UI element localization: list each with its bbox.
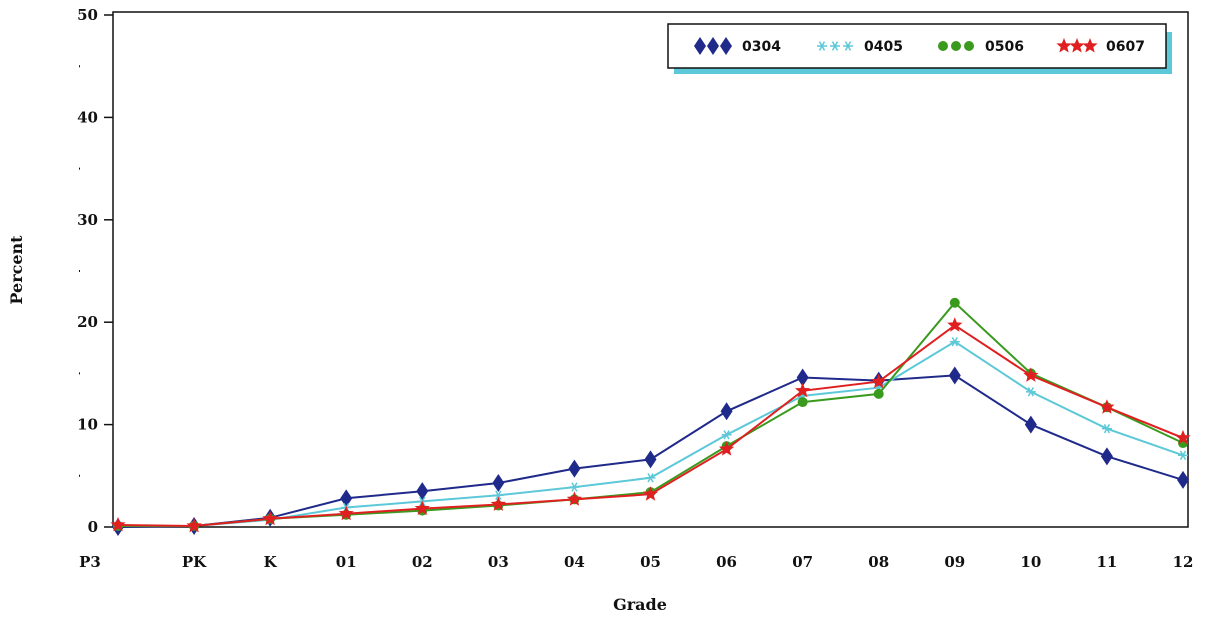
data-point-0607 [262,510,278,526]
x-tick-label: 05 [640,553,661,571]
x-tick-label: 07 [792,553,813,571]
data-point-0405 [1101,423,1112,434]
x-tick-label: 01 [336,553,357,571]
legend-label: 0304 [742,39,781,55]
legend-label: 0506 [985,39,1024,55]
data-point-0405 [569,482,580,492]
legend-label: 0607 [1106,39,1145,55]
x-tick-label: 06 [716,553,737,571]
data-point-0304 [796,368,809,387]
data-point-0607 [1023,367,1039,382]
data-point-0607 [1099,399,1115,414]
x-tick-label: 02 [412,553,433,571]
legend-marker-0506 [951,41,961,51]
legend-marker-0607 [1069,38,1085,53]
data-point-0304 [1177,470,1189,489]
y-tick-label: 40 [77,108,98,126]
data-point-0607 [490,496,506,511]
x-tick-label: P3 [79,553,101,571]
data-point-0304 [568,459,581,478]
x-axis: P3 PK K 01 02 03 04 05 06 07 08 09 10 11 12 [79,553,1193,571]
y-tick-label: 10 [77,416,98,434]
x-tick-label: 12 [1173,553,1194,571]
legend-marker-0506 [938,41,948,51]
data-point-0304 [948,366,961,385]
legend-label: 0405 [864,39,903,55]
data-point-0607 [110,517,126,532]
legend-item-0304: 0304 [694,37,781,55]
legend-marker-0405 [843,41,853,51]
legend-marker-0304 [694,37,706,55]
data-point-0405 [493,490,504,500]
data-point-0607 [947,317,963,332]
x-tick-label: 03 [488,553,509,571]
x-tick-label: PK [182,553,207,571]
series-0607 [110,317,1191,533]
data-point-0607 [186,518,202,533]
legend-marker-0607 [1082,38,1098,53]
legend-marker-0405 [830,41,840,51]
x-tick-label: 04 [564,553,585,571]
data-point-0607 [1175,429,1191,445]
data-point-0405 [1025,387,1036,397]
data-point-0405 [949,336,960,347]
data-point-0304 [416,482,429,501]
legend-marker-0506 [964,41,974,51]
legend-box [667,23,1167,69]
data-point-0607 [414,500,430,515]
data-point-0405 [1178,450,1188,461]
y-axis: 0 10 20 30 40 50 [77,6,113,536]
data-point-0607 [795,382,811,398]
data-point-0304 [720,402,733,421]
legend-item-0405: 0405 [817,39,903,55]
plot-area [112,11,1189,528]
legend-marker-0607 [1056,38,1072,53]
x-tick-label: 11 [1096,553,1117,571]
data-point-0607 [642,486,659,501]
data-point-0304 [340,489,353,508]
y-tick-label: 20 [77,313,98,331]
y-tick-label: 50 [77,6,98,24]
data-point-0506 [949,297,960,308]
y-axis-title: Percent [7,235,26,305]
legend-marker-0304 [707,37,719,55]
data-point-0607 [719,441,735,456]
data-point-0304 [1100,447,1113,466]
data-point-0607 [871,373,887,389]
legend-marker-0304 [720,37,732,55]
x-axis-title: Grade [613,595,667,614]
data-point-0304 [492,473,505,492]
legend-item-0607: 0607 [1056,38,1145,55]
x-tick-label: 08 [868,553,889,571]
legend-item-0506: 0506 [938,39,1024,55]
data-point-0506 [797,397,808,408]
y-tick-label: 30 [77,211,98,229]
x-tick-label: K [264,553,278,571]
legend: 0304 0405 0506 0607 [667,23,1172,74]
data-point-0607 [566,491,582,506]
x-tick-label: 10 [1020,553,1041,571]
x-tick-label: 09 [944,553,965,571]
data-point-0607 [338,505,354,521]
series-layer [110,297,1191,536]
y-tick-label: 0 [88,518,98,536]
data-point-0506 [873,388,884,399]
data-point-0304 [1024,415,1037,434]
data-point-0405 [721,430,732,440]
legend-marker-0405 [817,41,827,51]
data-point-0304 [644,450,657,469]
data-point-0405 [645,473,656,483]
